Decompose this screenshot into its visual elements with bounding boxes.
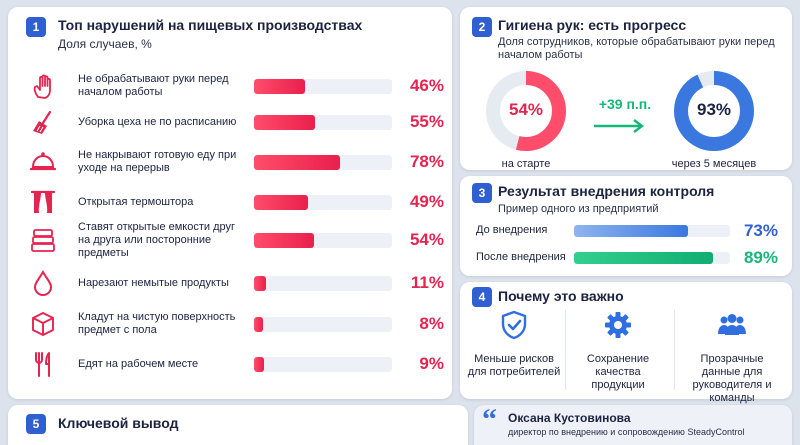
cutlery-icon <box>35 352 50 377</box>
violation-row: Не накрывают готовую еду при уходе на пе… <box>8 142 448 182</box>
violation-bar-track <box>254 79 392 94</box>
after-value: 89% <box>743 248 778 267</box>
before-bar-track <box>574 225 730 237</box>
control-card: 3 Результат внедрения контроля Пример од… <box>460 176 792 276</box>
section-number: 2 <box>472 17 492 37</box>
quote-card: “ Оксана Кустовинова директор по внедрен… <box>474 405 792 445</box>
violation-bar-track <box>254 276 392 291</box>
feature-divider <box>674 310 675 390</box>
section-title: Гигиена рук: есть прогресс <box>498 17 687 33</box>
violation-bar-track <box>254 115 392 130</box>
box-icon <box>32 312 54 336</box>
violation-row: Кладут на чистую поверхность предмет с п… <box>8 304 448 344</box>
before-bar-fill <box>574 225 688 237</box>
arrow-right-icon <box>594 119 645 133</box>
section-title: Ключевой вывод <box>58 415 179 431</box>
feature-divider <box>565 310 566 390</box>
violation-percent: 46% <box>409 76 444 95</box>
violation-percent: 11% <box>410 273 444 292</box>
section-title: Почему это важно <box>498 288 624 304</box>
violation-row: Нарезают немытые продукты 11% <box>8 263 448 303</box>
curtain-icon <box>30 190 56 213</box>
violation-label: Кладут на чистую поверхность предмет с п… <box>78 311 236 336</box>
feature-text: Меньше рисков для потребителей <box>467 353 561 378</box>
violation-percent: 49% <box>409 192 444 211</box>
start-donut <box>486 71 566 151</box>
violation-bar-fill <box>254 233 314 248</box>
violation-bar-fill <box>254 155 341 170</box>
quote-author-role: директор по внедрению и сопровождению St… <box>508 427 745 437</box>
section-number: 1 <box>26 17 46 37</box>
violation-bar-fill <box>254 195 309 210</box>
violation-row: Не обрабатывают руки перед началом работ… <box>8 66 448 106</box>
violation-label: Уборка цеха не по расписанию <box>78 115 237 128</box>
violation-label: Едят на рабочем месте <box>78 357 199 370</box>
violations-card: 1 Топ нарушений на пищевых производствах… <box>8 7 452 399</box>
feature-quality: Сохранение качества продукции <box>570 310 666 392</box>
violation-bar-track <box>254 317 392 332</box>
violation-bar-fill <box>254 115 315 130</box>
after-label: После внедрения <box>476 251 566 263</box>
violation-bar-fill <box>254 276 267 291</box>
violation-label: Не обрабатывают руки перед началом работ… <box>78 73 229 98</box>
violation-bar-fill <box>254 357 264 372</box>
violation-label: Ставят открытые емкости друг на друга ил… <box>78 220 236 259</box>
after-bar-fill <box>574 252 713 264</box>
section-number: 4 <box>472 287 492 307</box>
violation-row: Уборка цеха не по расписанию 55% <box>8 102 448 142</box>
violation-label: Нарезают немытые продукты <box>78 276 229 289</box>
violation-bar-fill <box>254 317 263 332</box>
gear-icon <box>605 312 631 338</box>
shield-check-icon <box>501 310 527 340</box>
violation-row: Едят на рабочем месте 9% <box>8 344 448 384</box>
section-title: Топ нарушений на пищевых производствах <box>58 17 363 33</box>
drop-icon <box>33 270 53 296</box>
conclusion-card: 5 Ключевой вывод <box>8 405 468 445</box>
before-label: До внедрения <box>476 224 548 236</box>
why-card <box>460 282 792 399</box>
quote-author-name: Оксана Кустовинова <box>508 411 631 425</box>
section-number: 5 <box>26 414 46 434</box>
violation-row: Ставят открытые емкости друг на друга ил… <box>8 220 448 260</box>
violation-bar-track <box>254 155 392 170</box>
delta-label: +39 п.п. <box>598 96 652 112</box>
start-value: 54% <box>508 100 544 119</box>
violation-percent: 55% <box>409 112 444 131</box>
hand-icon <box>33 74 51 99</box>
quote-mark-icon: “ <box>482 405 497 436</box>
after-bar-track <box>574 252 730 264</box>
end-value: 93% <box>696 100 732 119</box>
broom-icon <box>33 110 52 134</box>
feature-text: Прозрачные данные для руководителя и ком… <box>692 353 772 404</box>
violation-row: Открытая термоштора 49% <box>8 182 448 222</box>
section-title: Результат внедрения контроля <box>498 183 715 199</box>
section-subtitle: Пример одного из предприятий <box>498 203 659 215</box>
start-caption: на старте <box>501 158 551 170</box>
section-number: 3 <box>472 183 492 203</box>
violation-bar-track <box>254 357 392 372</box>
violation-bar-track <box>254 233 392 248</box>
violation-percent: 54% <box>409 230 444 249</box>
feature-transparency: Прозрачные данные для руководителя и ком… <box>684 310 780 405</box>
violation-label: Открытая термоштора <box>78 195 194 208</box>
before-value: 73% <box>743 221 778 240</box>
section-subtitle: Доля случаев, % <box>58 37 152 51</box>
violation-percent: 8% <box>419 314 444 333</box>
violation-percent: 9% <box>419 354 444 373</box>
feature-consumer-safety: Меньше рисков для потребителей <box>466 310 562 379</box>
end-donut <box>674 71 754 151</box>
violation-bar-fill <box>254 79 305 94</box>
containers-icon <box>31 229 55 252</box>
people-icon <box>718 314 746 335</box>
end-caption: через 5 месяцев <box>671 158 757 170</box>
violation-percent: 78% <box>409 152 444 171</box>
hygiene-card: 2 Гигиена рук: есть прогресс Доля сотруд… <box>460 7 792 170</box>
violation-label: Не накрывают готовую еду при уходе на пе… <box>78 149 237 174</box>
section-subtitle: Доля сотрудников, которые обрабатывают р… <box>498 36 775 61</box>
feature-text: Сохранение качества продукции <box>586 353 650 391</box>
cloche-icon <box>30 152 56 171</box>
violation-bar-track <box>254 195 392 210</box>
